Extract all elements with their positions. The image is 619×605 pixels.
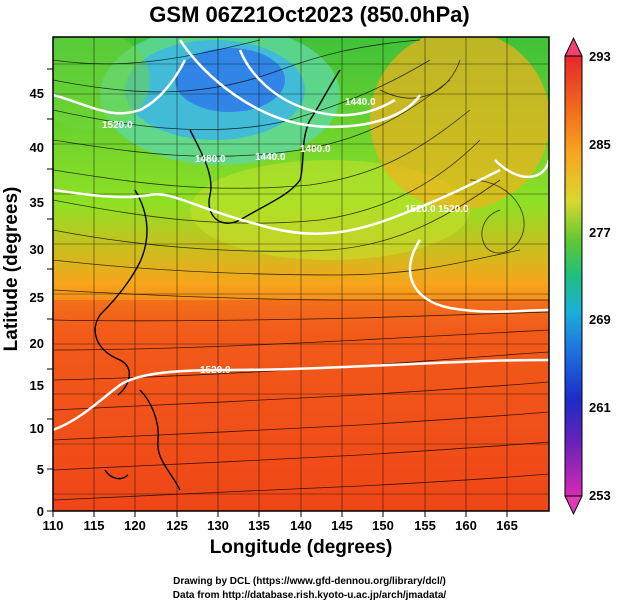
- colorbar: 293 285 277 269 261 253: [564, 36, 611, 516]
- y-tick-label: 45: [30, 86, 44, 101]
- contour-label: 1520.0: [438, 204, 469, 215]
- x-tick-label: 115: [84, 518, 105, 533]
- y-tick-label: 10: [30, 421, 44, 436]
- y-axis-label: Latitude (degrees): [1, 186, 22, 352]
- contour-label: 1520.0: [102, 120, 133, 131]
- colorbar-label: 253: [589, 488, 611, 503]
- contour-label: 1520.0: [200, 365, 231, 376]
- y-axis: 0 5 10 15 20 25 30 35 40 45: [30, 68, 53, 519]
- x-tick-label: 110: [43, 518, 64, 533]
- height-contours: [53, 39, 549, 432]
- contour-label: 1480.0: [195, 154, 226, 165]
- colorbar-arrow-up-icon: [564, 36, 583, 57]
- y-tick-label: 25: [30, 290, 44, 305]
- contour-label: 1440.0: [255, 152, 286, 163]
- y-tick-label: 0: [37, 504, 44, 519]
- credit-drawing: Drawing by DCL (https://www.gfd-dennou.o…: [173, 576, 446, 587]
- x-tick-label: 160: [455, 518, 477, 533]
- x-tick-label: 165: [496, 518, 518, 533]
- colorbar-label: 285: [589, 137, 611, 152]
- x-tick-label: 125: [166, 518, 188, 533]
- temperature-field: [53, 37, 549, 511]
- x-tick-label: 120: [124, 518, 146, 533]
- x-tick-label: 155: [414, 518, 436, 533]
- x-axis: 110 115 120 125 130 135 140 145 150 155 …: [43, 511, 518, 533]
- x-axis-label: Longitude (degrees): [209, 537, 393, 558]
- colorbar-label: 277: [589, 225, 611, 240]
- contour-label: 1520.0: [405, 204, 436, 215]
- x-tick-label: 135: [248, 518, 270, 533]
- colorbar-arrow-down-icon: [564, 495, 583, 516]
- y-tick-label: 40: [30, 140, 44, 155]
- x-tick-label: 150: [372, 518, 394, 533]
- y-tick-label: 35: [30, 195, 44, 210]
- contour-labels: 1520.0 1480.0 1400.0 1440.0 1440.0 1520.…: [102, 97, 469, 376]
- coastlines: [94, 69, 341, 491]
- y-tick-label: 5: [37, 462, 44, 477]
- x-tick-label: 130: [207, 518, 229, 533]
- credit-data: Data from http://database.rish.kyoto-u.a…: [172, 590, 447, 601]
- colorbar-label: 293: [589, 49, 611, 64]
- page-title: GSM 06Z21Oct2023 (850.0hPa): [149, 2, 470, 27]
- colorbar-label: 269: [589, 312, 611, 327]
- contour-label: 1440.0: [345, 97, 376, 108]
- y-tick-label: 15: [30, 378, 44, 393]
- streamlines: [53, 39, 549, 501]
- x-tick-label: 140: [290, 518, 312, 533]
- colorbar-label: 261: [589, 400, 611, 415]
- x-tick-label: 145: [331, 518, 353, 533]
- y-tick-label: 20: [30, 336, 44, 351]
- y-tick-label: 30: [30, 242, 44, 257]
- contour-label: 1400.0: [300, 144, 331, 155]
